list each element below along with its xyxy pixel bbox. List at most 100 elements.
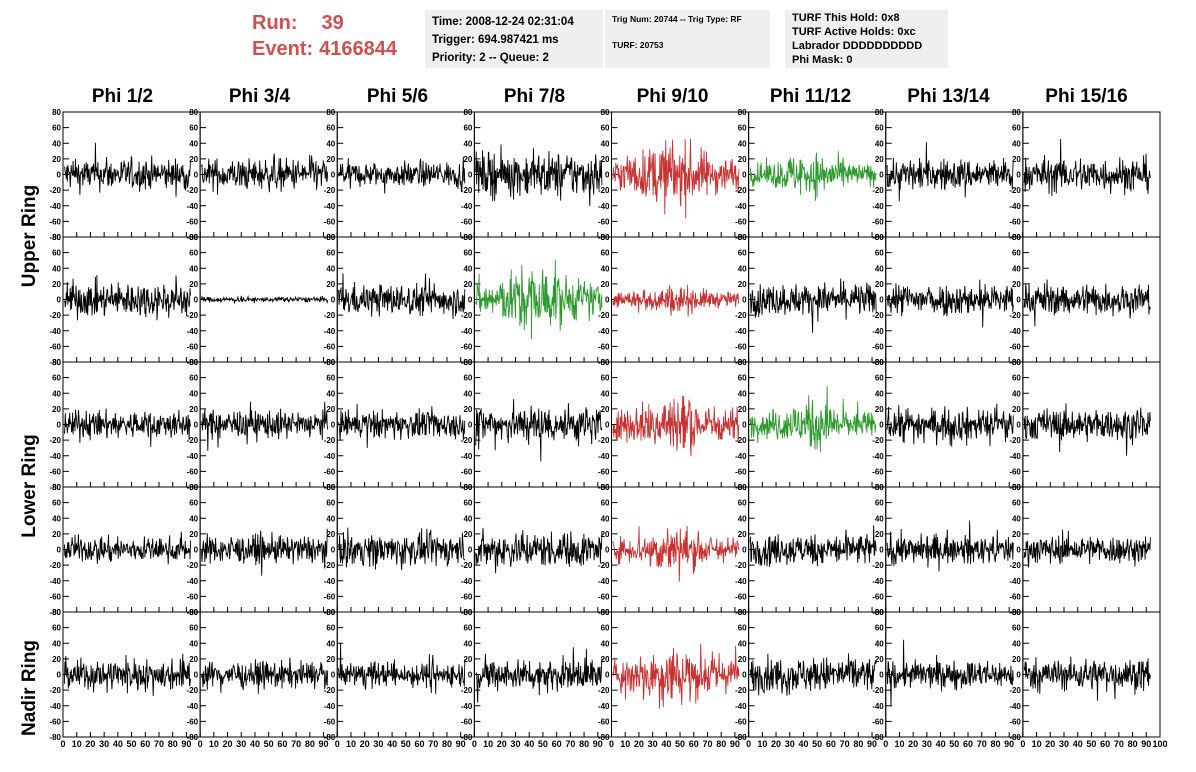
phi-header-5-6: Phi 5/6 <box>366 86 429 107</box>
y-tick-label: -20 <box>187 561 199 570</box>
x-tick-label: 50 <box>675 739 685 749</box>
y-tick-label: 80 <box>189 483 198 492</box>
phi-header-15-16: Phi 15/16 <box>1045 86 1128 107</box>
y-tick-label: 80 <box>463 483 472 492</box>
y-tick-label: 20 <box>52 155 61 164</box>
x-tick-label: 10 <box>209 739 219 749</box>
waveform-trace <box>201 657 329 694</box>
y-tick-label: -60 <box>1009 592 1021 601</box>
x-tick-label: 60 <box>826 739 836 749</box>
x-tick-label: 0 <box>335 739 340 749</box>
y-tick-label: 60 <box>463 499 472 508</box>
x-tick-label: 80 <box>442 739 452 749</box>
y-tick-label: -40 <box>598 452 610 461</box>
y-tick-label: 40 <box>875 389 884 398</box>
y-tick-label: 20 <box>738 655 747 664</box>
y-tick-label: -20 <box>872 436 884 445</box>
event-line: Event: 4166844 <box>252 36 422 62</box>
y-tick-label: 0 <box>194 671 199 680</box>
y-tick-label: 80 <box>463 108 472 117</box>
waveform-trace <box>612 284 740 317</box>
y-tick-label: -40 <box>461 577 473 586</box>
y-tick-label: 40 <box>463 639 472 648</box>
waveform-trace <box>886 639 1014 707</box>
waveform-trace <box>1023 529 1151 568</box>
y-tick-label: 60 <box>601 249 610 258</box>
y-tick-label: 60 <box>875 624 884 633</box>
y-tick-label: 60 <box>189 124 198 133</box>
waveform-trace <box>749 525 877 568</box>
x-tick-label: 20 <box>360 739 370 749</box>
waveform-trace <box>749 278 877 333</box>
y-tick-label: -20 <box>324 186 336 195</box>
y-tick-label: 80 <box>189 233 198 242</box>
waveform-trace <box>1023 656 1151 701</box>
y-tick-label: 40 <box>52 139 61 148</box>
x-tick-label: 60 <box>1100 739 1110 749</box>
y-tick-label: 40 <box>463 389 472 398</box>
y-tick-label: 0 <box>57 671 62 680</box>
y-tick-label: 20 <box>463 405 472 414</box>
x-tick-label: 0 <box>1020 739 1025 749</box>
y-tick-label: 0 <box>879 296 884 305</box>
y-tick-label: 60 <box>875 374 884 383</box>
y-tick-label: -60 <box>49 342 61 351</box>
y-tick-label: -40 <box>461 452 473 461</box>
y-tick-label: 0 <box>194 296 199 305</box>
turf-info-panel: TURF This Hold: 0x8 TURF Active Holds: 0… <box>785 10 948 68</box>
y-tick-label: 20 <box>463 655 472 664</box>
waveform-trace <box>1023 279 1151 327</box>
y-tick-label: 40 <box>601 514 610 523</box>
y-tick-label: 40 <box>189 139 198 148</box>
x-tick-label: 40 <box>524 739 534 749</box>
y-tick-label: -60 <box>461 217 473 226</box>
y-tick-label: -60 <box>49 592 61 601</box>
labrador-text: Labrador DDDDDDDDDD <box>792 40 923 52</box>
y-tick-label: -20 <box>49 311 61 320</box>
x-tick-label: 80 <box>305 739 315 749</box>
y-tick-label: -40 <box>49 577 61 586</box>
y-tick-label: 80 <box>601 108 610 117</box>
x-tick-label: 10 <box>894 739 904 749</box>
x-tick-label: 0 <box>198 739 203 749</box>
waveform-trace <box>475 144 603 207</box>
y-tick-label: 40 <box>601 389 610 398</box>
y-tick-label: -40 <box>49 202 61 211</box>
y-tick-label: 20 <box>189 655 198 664</box>
y-tick-label: 80 <box>326 233 335 242</box>
waveform-trace <box>63 653 191 697</box>
run-event-box: Run: 39 Event: 4166844 <box>252 10 422 66</box>
x-tick-label: 80 <box>716 739 726 749</box>
y-tick-label: -60 <box>598 717 610 726</box>
y-tick-label: -40 <box>187 702 199 711</box>
x-tick-label: 0 <box>60 739 65 749</box>
time-text: Time: 2008-12-24 02:31:04 <box>432 16 574 28</box>
y-tick-label: 60 <box>463 624 472 633</box>
y-tick-label: 60 <box>875 499 884 508</box>
y-tick-label: -60 <box>324 592 336 601</box>
y-tick-label: 40 <box>738 389 747 398</box>
y-tick-label: 0 <box>57 171 62 180</box>
y-tick-label: -40 <box>598 577 610 586</box>
time-info-panel: Time: 2008-12-24 02:31:04 Trigger: 694.9… <box>425 10 603 68</box>
y-tick-label: -40 <box>735 577 747 586</box>
priority-text: Priority: 2 -- Queue: 2 <box>432 52 549 64</box>
waveform-trace <box>201 528 329 576</box>
y-tick-label: 0 <box>1016 671 1021 680</box>
y-tick-label: 40 <box>463 264 472 273</box>
y-tick-label: 20 <box>189 280 198 289</box>
x-tick-label: 10 <box>72 739 82 749</box>
y-tick-label: -60 <box>872 717 884 726</box>
y-tick-label: -40 <box>187 327 199 336</box>
y-tick-label: -60 <box>872 592 884 601</box>
x-tick-label: 70 <box>428 739 438 749</box>
y-tick-label: 0 <box>1016 171 1021 180</box>
